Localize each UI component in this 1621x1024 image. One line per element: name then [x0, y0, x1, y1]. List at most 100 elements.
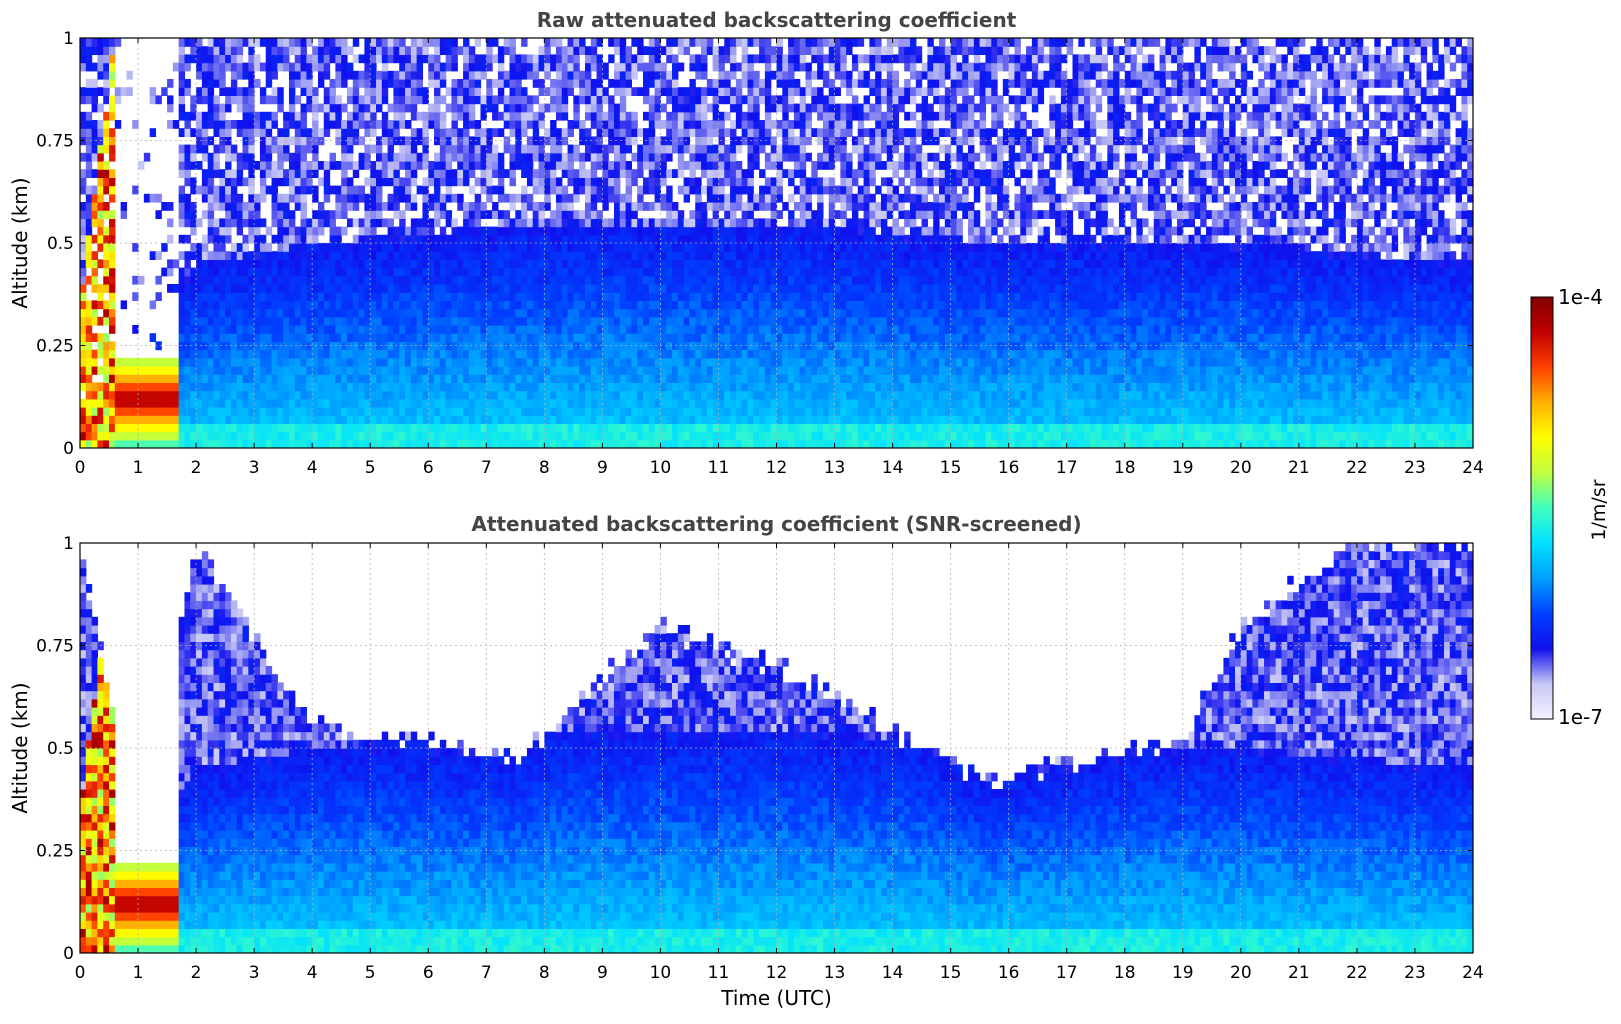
heatmap-cell	[254, 54, 261, 64]
heatmap-cell	[416, 62, 424, 72]
heatmap-cell	[190, 243, 197, 252]
heatmap-cell	[532, 284, 540, 293]
heatmap-cell	[242, 349, 249, 359]
heatmap-cell	[149, 193, 157, 203]
heatmap-cell	[434, 210, 441, 219]
heatmap-cell	[555, 54, 563, 64]
heatmap-cell	[474, 38, 482, 47]
heatmap-cell	[428, 226, 435, 236]
heatmap-cell	[109, 325, 116, 334]
heatmap-cell	[294, 193, 302, 203]
heatmap-cell	[346, 185, 354, 195]
heatmap-cell	[764, 177, 772, 187]
heatmap-cell	[416, 234, 424, 244]
heatmap-cell	[80, 366, 87, 375]
heatmap-cell	[323, 333, 331, 342]
heatmap-cell	[701, 415, 708, 424]
heatmap-cell	[300, 325, 307, 334]
heatmap-cell	[428, 161, 435, 170]
heatmap-cell	[706, 423, 714, 433]
heatmap-cell	[457, 152, 464, 162]
heatmap-cell	[555, 423, 563, 433]
heatmap-cell	[422, 398, 429, 408]
heatmap-cell	[590, 218, 598, 228]
heatmap-cell	[370, 259, 377, 269]
heatmap-cell	[730, 275, 737, 285]
heatmap-cell	[567, 193, 574, 203]
heatmap-cell	[126, 382, 133, 392]
heatmap-cell	[323, 46, 331, 55]
heatmap-cell	[648, 54, 656, 64]
heatmap-cell	[288, 185, 296, 195]
heatmap-cell	[613, 234, 621, 244]
heatmap-cell	[120, 357, 128, 367]
heatmap-cell	[265, 407, 273, 416]
heatmap-cell	[654, 218, 662, 228]
heatmap-cell	[735, 243, 743, 252]
heatmap-cell	[695, 193, 702, 203]
heatmap-cell	[701, 431, 708, 441]
heatmap-cell	[271, 193, 278, 203]
heatmap-cell	[457, 95, 464, 105]
heatmap-cell	[399, 325, 406, 334]
heatmap-cell	[196, 161, 203, 170]
heatmap-cell	[254, 341, 261, 351]
heatmap-cell	[724, 111, 731, 121]
heatmap-cell	[230, 120, 238, 129]
heatmap-cell	[718, 398, 725, 408]
heatmap-cell	[97, 46, 104, 55]
heatmap-cell	[387, 46, 395, 55]
heatmap-cell	[764, 243, 772, 252]
heatmap-cell	[515, 103, 522, 113]
heatmap-cell	[114, 87, 122, 96]
heatmap-cell	[677, 390, 685, 400]
heatmap-cell	[555, 111, 563, 121]
heatmap-cell	[759, 398, 766, 408]
heatmap-cell	[468, 349, 476, 359]
heatmap-cell	[114, 120, 122, 129]
heatmap-cell	[596, 333, 603, 342]
heatmap-cell	[654, 333, 662, 342]
heatmap-cell	[759, 390, 766, 400]
heatmap-cell	[683, 300, 691, 310]
heatmap-cell	[509, 218, 516, 228]
heatmap-cell	[625, 382, 632, 392]
heatmap-cell	[706, 226, 714, 236]
heatmap-cell	[230, 38, 238, 47]
heatmap-cell	[445, 423, 453, 433]
heatmap-cell	[474, 398, 482, 408]
heatmap-cell	[114, 366, 122, 375]
heatmap-cell	[114, 398, 122, 408]
heatmap-cell	[492, 95, 499, 105]
heatmap-cell	[381, 243, 389, 252]
heatmap-cell	[672, 70, 679, 80]
heatmap-cell	[608, 325, 615, 334]
heatmap-cell	[387, 202, 395, 211]
heatmap-cell	[341, 144, 348, 154]
heatmap-cell	[85, 325, 93, 334]
heatmap-cell	[341, 38, 348, 47]
heatmap-cell	[753, 374, 760, 383]
heatmap-cell	[178, 161, 186, 170]
heatmap-cell	[109, 308, 116, 318]
heatmap-cell	[759, 218, 766, 228]
heatmap-cell	[712, 54, 720, 64]
heatmap-cell	[596, 193, 603, 203]
heatmap-cell	[213, 243, 220, 252]
heatmap-cell	[741, 284, 749, 293]
heatmap-cell	[480, 103, 487, 113]
heatmap-cell	[91, 103, 99, 113]
heatmap-cell	[399, 62, 406, 72]
heatmap-cell	[555, 366, 563, 375]
heatmap-cell	[387, 128, 395, 137]
heatmap-cell	[747, 38, 754, 47]
heatmap-cell	[515, 136, 522, 146]
heatmap-cell	[399, 407, 406, 416]
heatmap-cell	[509, 382, 516, 392]
heatmap-cell	[178, 111, 186, 121]
heatmap-cell	[201, 407, 209, 416]
heatmap-cell	[654, 415, 662, 424]
heatmap-cell	[317, 38, 325, 47]
heatmap-cell	[724, 300, 731, 310]
heatmap-cell	[590, 226, 598, 236]
